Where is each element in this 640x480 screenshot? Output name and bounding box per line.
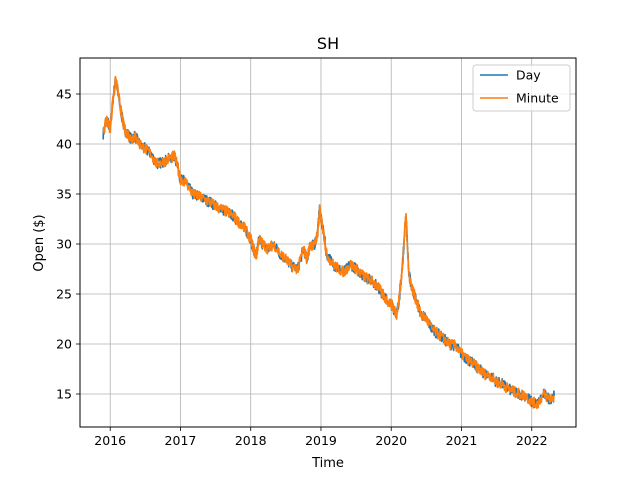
y-axis-label: Open ($) — [32, 214, 47, 271]
x-tick-label: 2016 — [94, 433, 126, 448]
ticks: 2016 2017 2018 2019 2020 2021 2022 15 20 25 30 35 40… — [56, 87, 548, 449]
series-layer — [102, 75, 555, 410]
y-tick-label: 30 — [56, 237, 72, 252]
y-tick-label: 25 — [56, 287, 72, 302]
legend-label-minute: Minute — [516, 91, 559, 106]
chart-title: SH — [317, 34, 339, 53]
legend-box — [472, 64, 571, 112]
legend-label-day: Day — [516, 68, 541, 83]
legend: Day Minute — [472, 64, 571, 112]
x-axis-label: Time — [311, 456, 344, 471]
x-tick-label: 2022 — [516, 433, 548, 448]
plot-frame — [79, 57, 577, 428]
y-tick-label: 15 — [56, 387, 72, 402]
series-line-minute — [102, 75, 555, 410]
x-tick-label: 2021 — [446, 433, 478, 448]
x-tick-label: 2018 — [235, 433, 267, 448]
x-tick-label: 2019 — [305, 433, 337, 448]
y-tick-label: 40 — [56, 137, 72, 152]
y-tick-label: 20 — [56, 337, 72, 352]
y-tick-label: 45 — [56, 87, 72, 102]
x-tick-label: 2017 — [165, 433, 197, 448]
x-tick-label: 2020 — [375, 433, 407, 448]
y-tick-label: 35 — [56, 187, 72, 202]
